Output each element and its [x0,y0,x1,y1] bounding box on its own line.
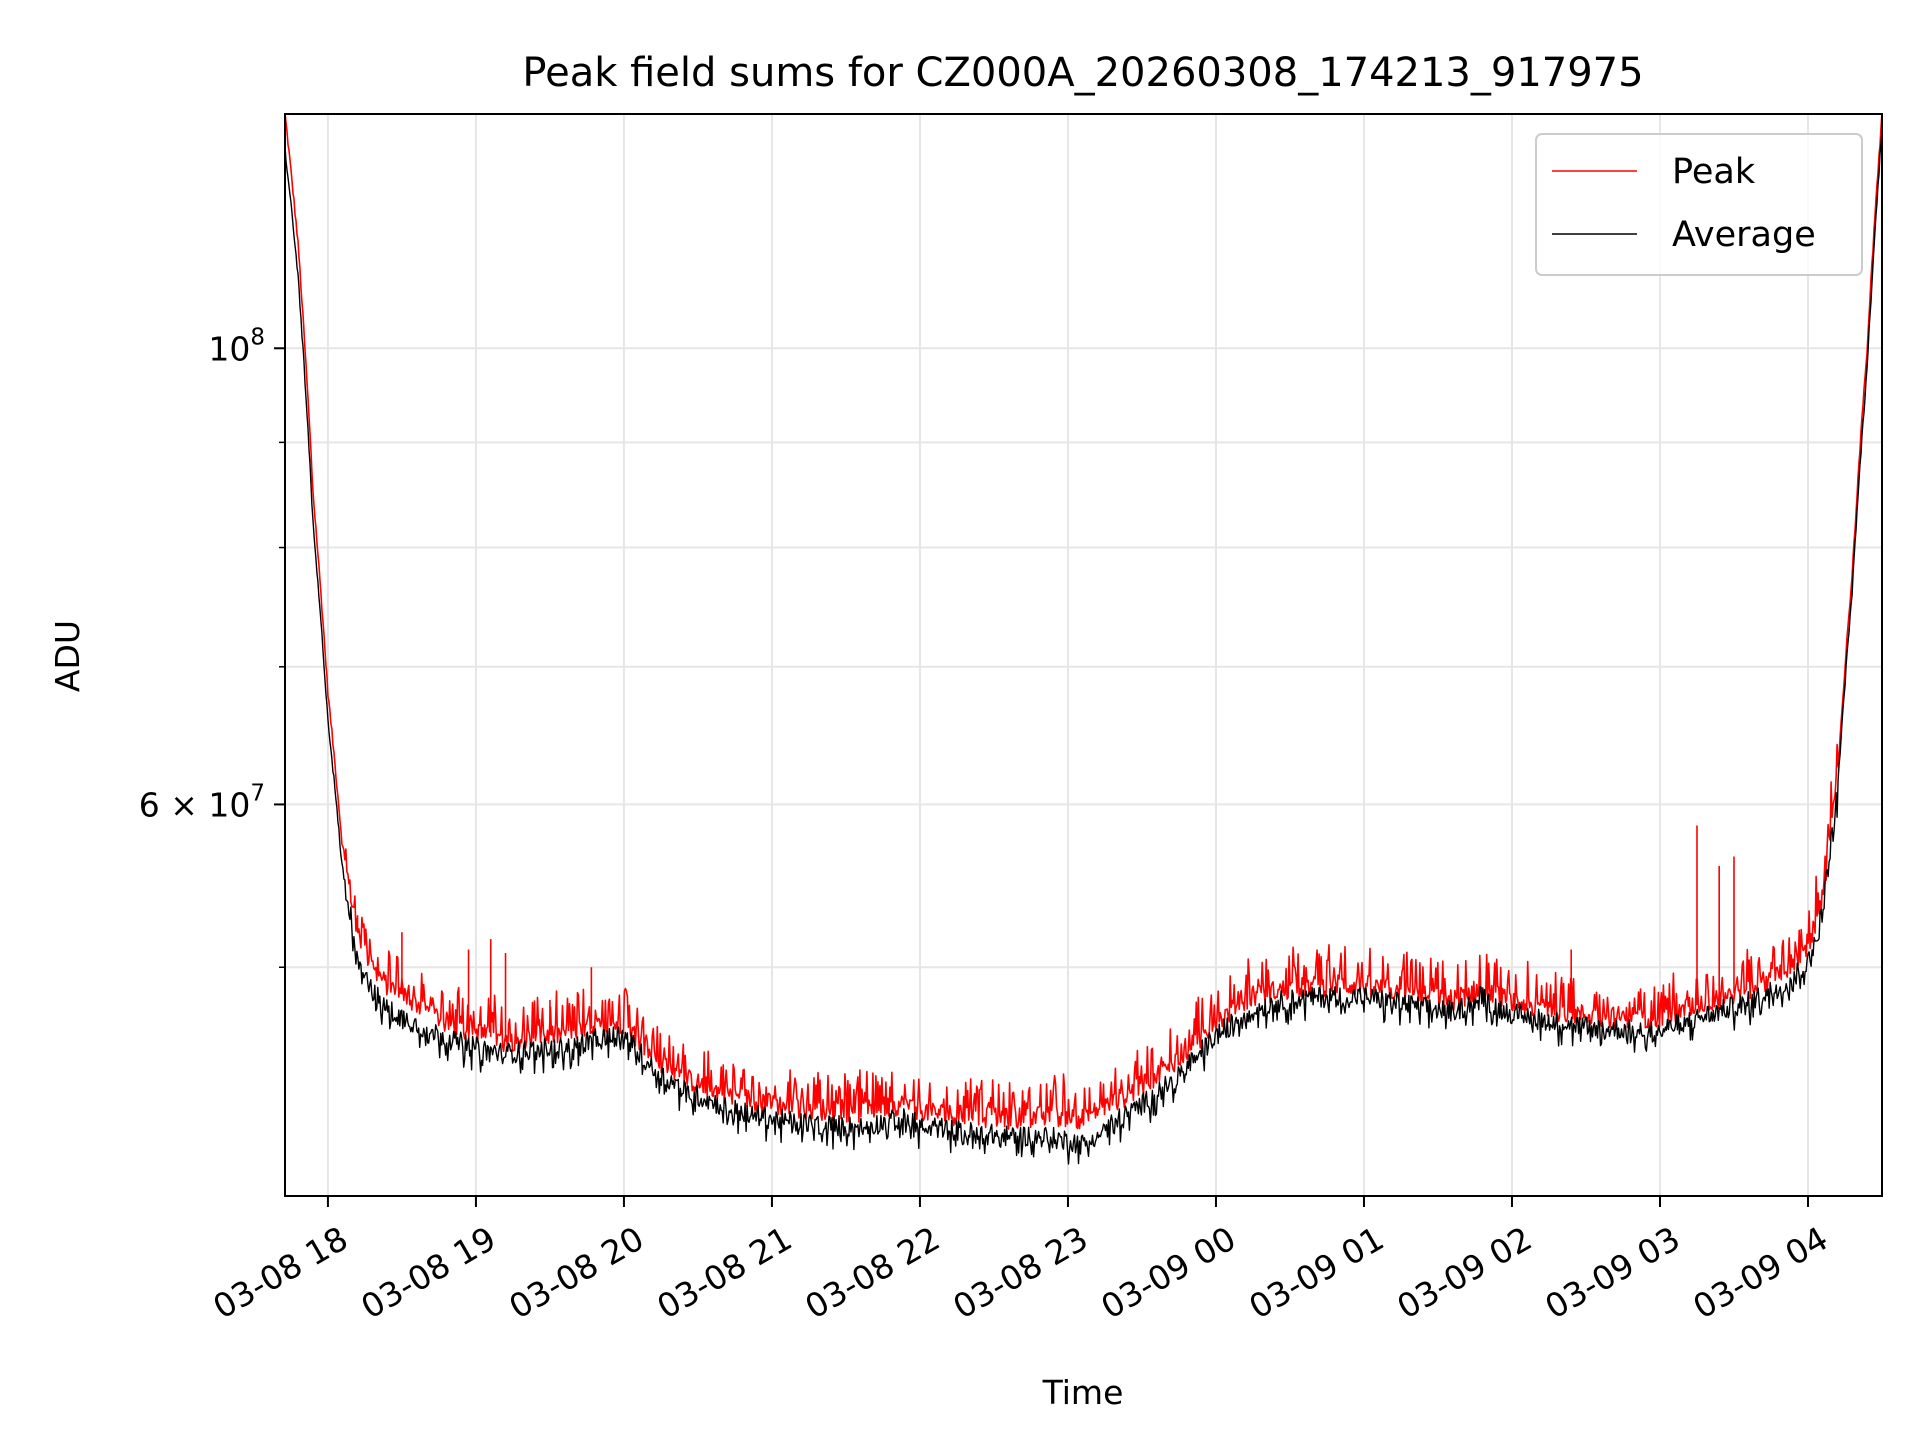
series-line-average [285,130,1882,1165]
x-axis-title: Time [1042,1373,1124,1412]
y-tick-label: 6 × 107 [139,780,265,824]
y-tick-label: 108 [208,324,265,368]
plot-frame [284,113,1883,1197]
y-axis-title: ADU [48,620,87,692]
legend-peak-label: Peak [1672,152,1756,192]
legend: Peak Average [1535,133,1863,276]
y-axis: 108 6 × 107 [139,324,285,968]
grid [285,114,1882,1196]
chart-title: Peak field sums for CZ000A_20260308_1742… [522,50,1643,96]
series-layer [285,114,1882,1165]
legend-box [1535,133,1863,276]
legend-average-label: Average [1672,215,1816,255]
series-line-peak [285,114,1882,1130]
